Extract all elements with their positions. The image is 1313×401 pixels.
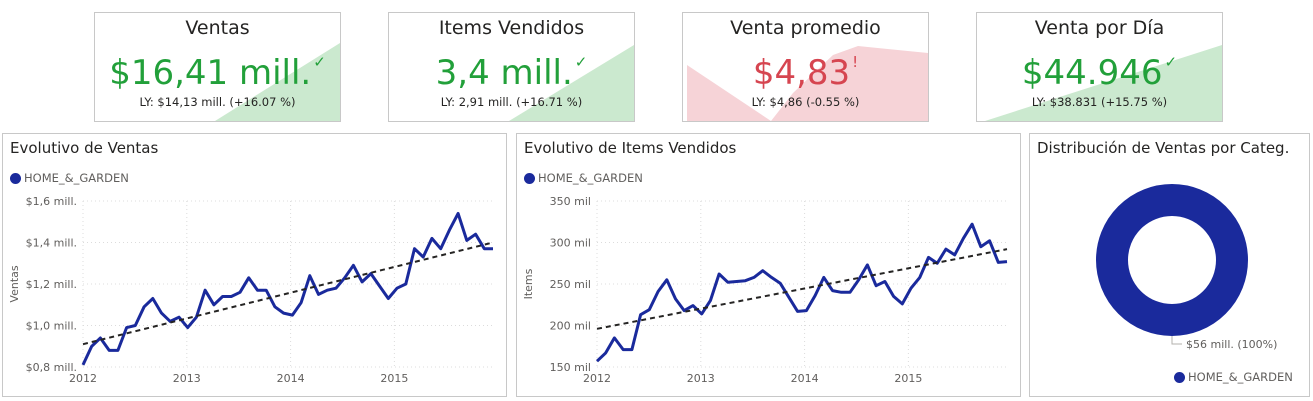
chart-legend[interactable]: HOME_&_GARDEN — [10, 171, 129, 185]
kpi-card-items-vendidos[interactable]: Items Vendidos 3,4 mill. ✓ LY: 2,91 mill.… — [388, 12, 635, 122]
kpi-trend-area — [509, 45, 634, 121]
kpi-value: $4,83! — [752, 53, 859, 93]
donut-data-label: $56 mill. (100%) — [1186, 338, 1277, 351]
check-icon: ✓ — [574, 53, 588, 71]
trend-line — [596, 248, 1008, 330]
y-tick-label: 350 mil — [550, 195, 591, 208]
kpi-card-ventas[interactable]: Ventas $16,41 mill. ✓ LY: $14,13 mill. (+… — [94, 12, 341, 122]
kpi-trend-area — [985, 45, 1222, 121]
series-line-home-garden[interactable] — [81, 212, 493, 366]
kpi-last-year: LY: $14,13 mill. (+16.07 %) — [139, 95, 296, 109]
legend-label: HOME_&_GARDEN — [1188, 370, 1293, 384]
legend-label: HOME_&_GARDEN — [538, 171, 643, 185]
legend-marker — [10, 172, 21, 184]
x-tick-label: 2012 — [583, 372, 611, 385]
y-tick-label: $0,8 mill. — [26, 361, 77, 374]
y-tick-label: 300 mil — [550, 237, 591, 250]
items-chart-panel[interactable]: Evolutivo de Items Vendidos HOME_&_GARDE… — [516, 133, 1021, 397]
y-tick-label: $1,4 mill. — [26, 237, 77, 250]
legend-label: HOME_&_GARDEN — [24, 171, 129, 185]
kpi-last-year: LY: 2,91 mill. (+16.71 %) — [440, 95, 583, 109]
distribution-chart-panel[interactable]: Distribución de Ventas por Categ. $56 mi… — [1029, 133, 1310, 397]
kpi-last-year: LY: $38.831 (+15.75 %) — [1031, 95, 1168, 109]
items-line-chart: 150 mil 200 mil 250 mil 300 mil 350 mil 2012 2… — [522, 195, 1008, 385]
x-tick-label: 2013 — [173, 372, 201, 385]
kpi-card-venta-por-dia[interactable]: Venta por Día $44.946 ✓ LY: $38.831 (+15.… — [976, 12, 1223, 122]
donut-slice-home-garden[interactable] — [1096, 184, 1248, 336]
y-axis-title: Items — [522, 268, 535, 299]
kpi-value: $44.946 ✓ — [1021, 53, 1178, 93]
donut-chart: $56 mill. (100%) — [1096, 184, 1277, 351]
y-tick-label: 150 mil — [550, 361, 591, 374]
chart-legend[interactable]: HOME_&_GARDEN — [524, 171, 643, 185]
x-tick-label: 2014 — [791, 372, 819, 385]
x-tick-label: 2015 — [380, 372, 408, 385]
kpi-card-venta-promedio[interactable]: Venta promedio $4,83! LY: $4,86 (-0.55 %… — [682, 12, 929, 122]
sales-chart-panel[interactable]: Evolutivo de Ventas HOME_&_GARDEN $0,8 m… — [2, 133, 507, 397]
chart-title: Evolutivo de Items Vendidos — [524, 139, 737, 157]
y-tick-label: $1,0 mill. — [26, 320, 77, 333]
trend-line — [82, 241, 494, 346]
chart-title: Evolutivo de Ventas — [10, 139, 159, 157]
donut-label-leader — [1171, 336, 1182, 345]
y-tick-label: $1,2 mill. — [26, 278, 77, 291]
y-tick-label: 200 mil — [550, 320, 591, 333]
check-icon: ✓ — [1164, 53, 1178, 71]
x-tick-label: 2012 — [69, 372, 97, 385]
kpi-value: 3,4 mill. ✓ — [435, 53, 588, 93]
check-icon: ✓ — [313, 53, 326, 71]
y-tick-label: $1,6 mill. — [26, 195, 77, 208]
kpi-title: Venta promedio — [730, 17, 881, 39]
series-line-home-garden[interactable] — [595, 222, 1008, 363]
donut-legend[interactable]: HOME_&_GARDEN — [1174, 370, 1293, 384]
chart-title: Distribución de Ventas por Categ. — [1037, 139, 1290, 157]
kpi-value: $16,41 mill. ✓ — [109, 53, 326, 93]
legend-marker — [1174, 371, 1185, 383]
kpi-trend-area — [687, 46, 928, 121]
kpi-trend-area — [215, 43, 340, 121]
x-tick-label: 2013 — [687, 372, 715, 385]
kpi-title: Venta por Día — [1034, 17, 1165, 39]
kpi-title: Items Vendidos — [438, 17, 585, 39]
legend-marker — [524, 172, 535, 184]
kpi-title: Ventas — [185, 17, 250, 39]
kpi-last-year: LY: $4,86 (-0.55 %) — [751, 95, 860, 109]
x-tick-label: 2015 — [894, 372, 922, 385]
alert-icon: ! — [852, 53, 859, 71]
x-tick-label: 2014 — [277, 372, 305, 385]
y-tick-label: 250 mil — [550, 278, 591, 291]
sales-line-chart: $0,8 mill. $1,0 mill. $1,2 mill. $1,4 mill.… — [8, 195, 494, 385]
y-axis-title: Ventas — [8, 265, 21, 302]
